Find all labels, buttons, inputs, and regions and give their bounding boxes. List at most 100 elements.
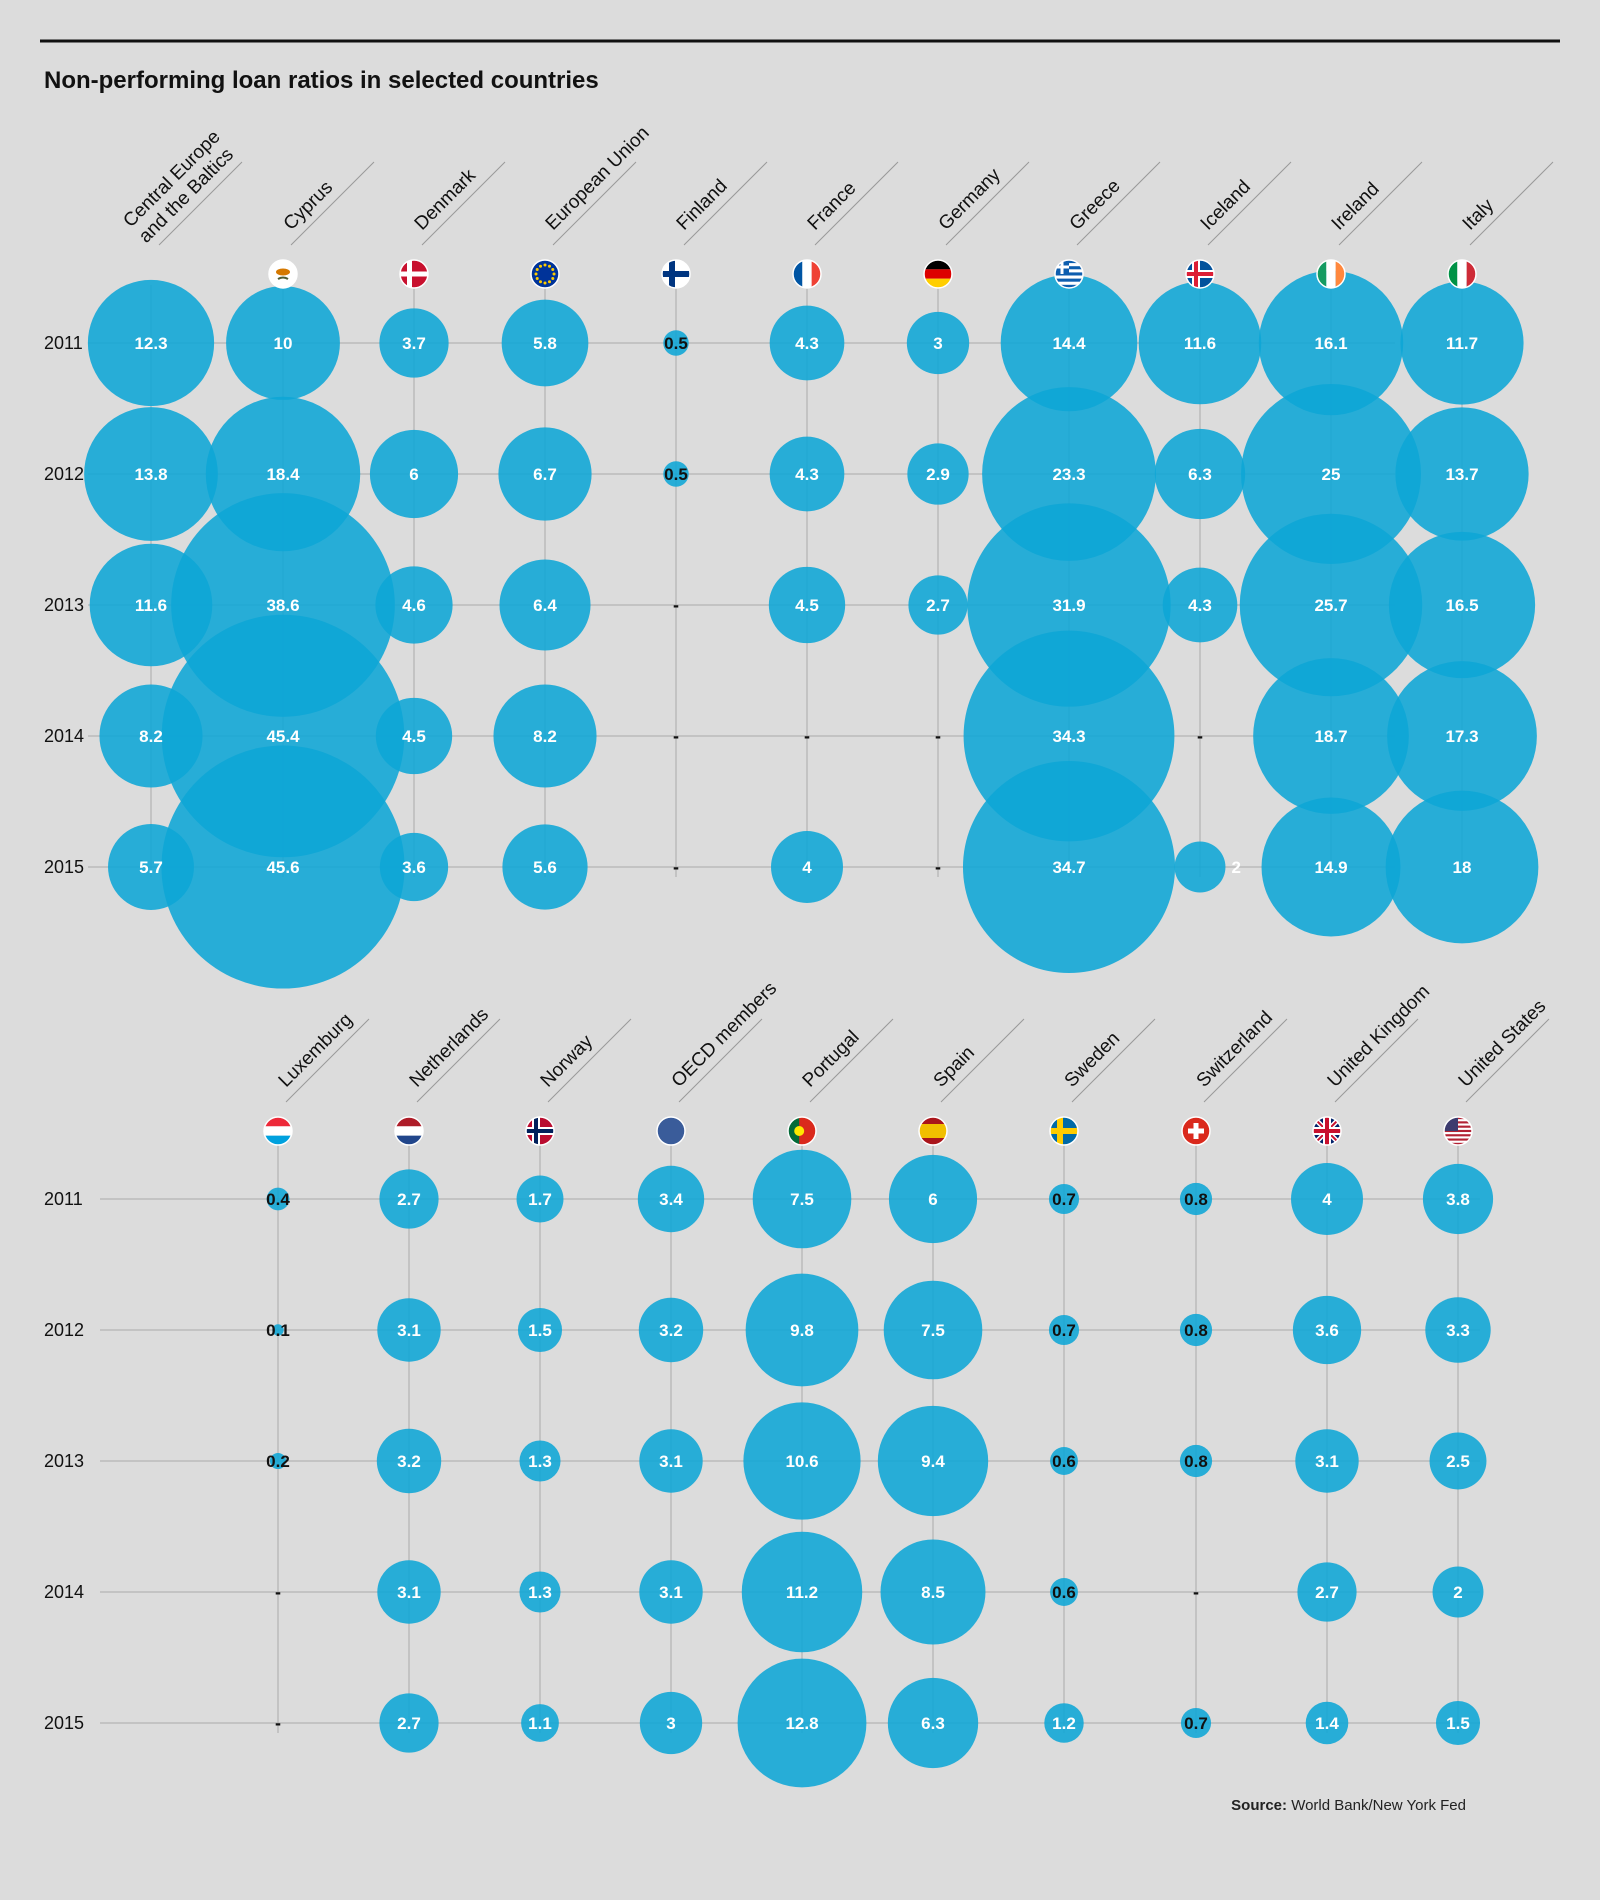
bubble-switzerland-2015 [1180,1707,1212,1739]
country-label-cyprus: Cyprus [280,177,337,234]
bubble-cyprus-2011 [226,286,340,400]
bubble-sweden-2015 [1044,1703,1084,1743]
flag-part [534,272,538,276]
bubble-spain-2013 [877,1405,989,1517]
bubble-portugal-2015 [737,1658,867,1788]
flag-part [1444,1134,1472,1137]
flag-part [1188,1128,1204,1134]
value-label: 3.1 [397,1583,421,1602]
value-label: 0.8 [1184,1321,1208,1340]
flag-part [793,260,803,288]
value-label: 13.7 [1445,465,1478,484]
flag-fill [924,260,952,288]
header-diagonal-luxemburg [285,1018,370,1103]
bubble-central-europe-and-the-baltics-2012 [84,407,218,541]
value-label: 4.3 [1188,596,1212,615]
value-label: 3.2 [659,1321,683,1340]
flag-norway-icon [525,1116,555,1146]
flag-part [794,1126,805,1136]
value-label: 5.6 [533,858,557,877]
bubble-united-states-2015 [1435,1700,1481,1746]
bubble-germany-2012 [907,443,969,505]
flag-united-states-icon [1443,1116,1473,1146]
value-label: 8.5 [921,1583,945,1602]
value-label: 1.3 [528,1452,552,1471]
flag-germany-icon [923,259,953,289]
bubble-ireland-2014 [1253,658,1409,814]
flag-portugal-icon [787,1116,817,1146]
header-diagonal-france [814,161,899,246]
bubble-oecd-members-2013 [639,1429,703,1493]
missing-marker: - [275,1713,281,1733]
value-label: 2 [1231,858,1240,877]
value-label: 34.7 [1052,858,1085,877]
value-label: 17.3 [1445,727,1478,746]
flag-ring [263,1116,293,1146]
flag-italy-icon [1447,259,1477,289]
bubble-netherlands-2014 [377,1560,441,1624]
value-label: 1.1 [528,1714,552,1733]
bubble-european-union-2011 [501,299,589,387]
value-label: 3.6 [1315,1321,1339,1340]
value-label: 8.2 [533,727,557,746]
value-label: 6.3 [1188,465,1212,484]
value-label: 6.4 [533,596,557,615]
value-label: 45.4 [266,727,300,746]
value-label: 2.7 [926,596,950,615]
bubble-iceland-2013 [1162,567,1238,643]
value-label: 3.1 [1315,1452,1339,1471]
header-diagonal-finland [683,161,768,246]
header-diagonal-switzerland [1203,1018,1288,1103]
flag-part [811,260,821,288]
bubble-united-kingdom-2014 [1297,1562,1357,1622]
value-label: 1.7 [528,1190,552,1209]
flag-ring [918,1116,948,1146]
bubble-germany-2011 [906,311,970,375]
header-diagonal-united-states [1465,1018,1550,1103]
bubble-netherlands-2012 [377,1298,441,1362]
bubble-portugal-2013 [743,1402,861,1520]
bubble-european-union-2013 [499,559,591,651]
bubble-luxemburg-2012 [272,1324,284,1336]
value-label: 6.7 [533,465,557,484]
flag-part [539,280,542,284]
value-label: 12.8 [785,1714,818,1733]
flag-fill [1313,1117,1341,1145]
flag-spain-icon [918,1116,948,1146]
value-label: 1.2 [1052,1714,1076,1733]
flag-denmark-icon [399,259,429,289]
bubble-italy-2011 [1400,281,1524,405]
value-label: 18 [1453,858,1472,877]
value-label: 14.4 [1052,334,1086,353]
bubble-sweden-2013 [1050,1447,1078,1475]
missing-marker: - [673,595,679,615]
bubble-oecd-members-2011 [637,1165,705,1233]
country-label-germany: Germany [935,164,1005,234]
value-label: 7.5 [921,1321,945,1340]
bubble-netherlands-2011 [379,1169,439,1229]
flag-part [551,277,555,280]
value-label: 11.2 [786,1583,818,1602]
bubble-sweden-2012 [1048,1314,1080,1346]
value-label: 10.6 [785,1452,818,1471]
country-label-european-union: European Union [542,123,654,235]
flag-fill [1050,1117,1078,1145]
bubble-luxemburg-2011 [266,1187,290,1211]
bubble-norway-2012 [517,1307,563,1353]
bubble-ireland-2015 [1261,797,1401,937]
value-label: 0.6 [1052,1583,1076,1602]
flag-part [264,1135,292,1145]
flag-fill [400,260,428,288]
bubble-norway-2015 [521,1704,559,1742]
value-label: 5.8 [533,334,557,353]
value-label: 16.1 [1314,334,1347,353]
flag-part [395,1126,423,1136]
value-label: 14.9 [1314,858,1347,877]
bubble-norway-2014 [519,1571,561,1613]
bubble-united-kingdom-2013 [1295,1429,1359,1493]
header-diagonal-ireland [1338,161,1423,246]
flag-part [788,1117,800,1145]
flag-fill [1055,260,1083,288]
flag-fill [793,260,821,288]
flag-oecd-members-icon [656,1116,686,1146]
